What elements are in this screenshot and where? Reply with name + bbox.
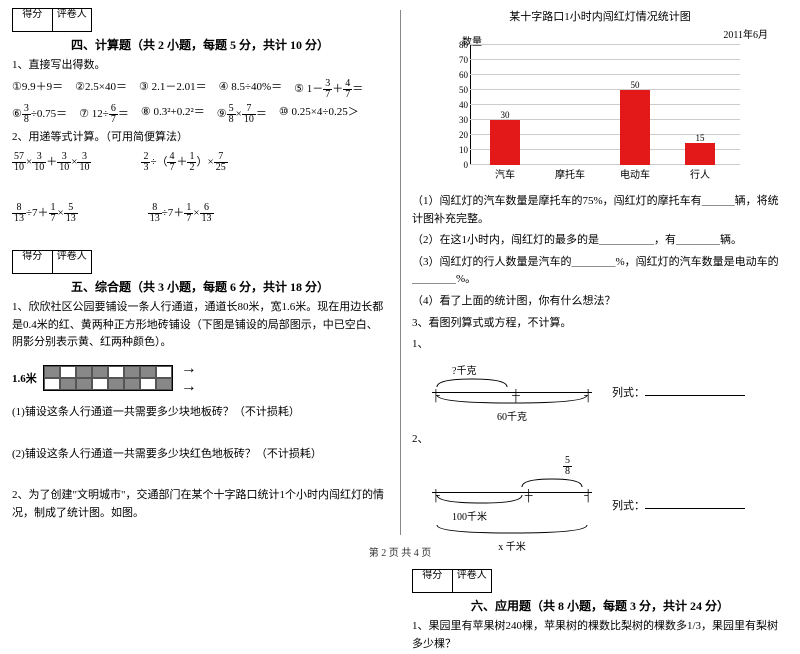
y-axis: [470, 45, 471, 165]
chart-q1: （1）闯红灯的汽车数量是摩托车的75%，闯红灯的摩托车有＿＿＿辆，将统计图补充完…: [412, 193, 788, 228]
section4-title: 四、计算题（共 2 小题，每题 5 分，共计 10 分）: [12, 36, 388, 53]
q3-2: 2、: [412, 431, 788, 449]
score-box: 得分 评卷人: [12, 8, 92, 32]
section6-title: 六、应用题（共 8 小题，每题 3 分，共计 24 分）: [412, 597, 788, 614]
expr4: 813÷7＋17×613: [148, 203, 214, 224]
d2-mid: 100千米: [452, 508, 592, 523]
section5-title: 五、综合题（共 3 小题，每题 6 分，共计 18 分）: [12, 278, 388, 295]
q3-1: 1、: [412, 336, 788, 354]
arrow-icon: →: [181, 360, 197, 378]
expr1: 5710×310＋310×310: [12, 152, 91, 173]
chart-q4: （4）看了上面的统计图，你有什么想法？: [412, 293, 788, 311]
i5: ⑤ 1－37＋47＝: [294, 79, 363, 100]
bar-chart: 数量 0102030405060708030汽车摩托车50电动车15行人: [450, 45, 750, 185]
calc-row2: ⑥38÷0.75＝ ⑦ 12÷67＝ ⑧ 0.3²+0.2²＝ ⑨58×710＝…: [12, 104, 388, 125]
q6-1: 1、果园里有苹果树240棵，苹果树的棵数比梨树的棵数多1/3，果园里有梨树多少棵…: [412, 618, 788, 653]
answer-blank[interactable]: [645, 497, 745, 509]
width-label: 1.6米: [12, 370, 37, 386]
d1-bot: 60千克: [432, 408, 592, 423]
left-column: 得分 评卷人 四、计算题（共 2 小题，每题 5 分，共计 10 分） 1、直接…: [0, 0, 400, 545]
q5-1: 1、欣欣社区公园要铺设一条人行通道，通道长80米，宽1.6米。现在用边长都是0.…: [12, 299, 388, 352]
page-footer: 第 2 页 共 4 页: [0, 544, 800, 559]
i8: ⑧ 0.3²+0.2²＝: [141, 104, 205, 125]
q4-1: 1、直接写出得数。: [12, 57, 388, 75]
chart-q2: （2）在这1小时内，闯红灯的最多的是＿＿＿＿＿，有＿＿＿＿辆。: [412, 232, 788, 250]
i7: ⑦ 12÷67＝: [79, 104, 129, 125]
grader-col: 评卷人: [53, 9, 92, 31]
q5-1-2: (2)铺设这条人行通道一共需要多少块红色地板砖？（不计损耗）: [12, 446, 388, 464]
expr-row2: 813÷7＋17×513 813÷7＋17×613: [12, 203, 388, 224]
i2: ②2.5×40＝: [75, 79, 127, 100]
tiles-diagram: 1.6米 → →: [12, 360, 388, 396]
q3-title: 3、看图列算式或方程，不计算。: [412, 315, 788, 333]
diagram2: 58 ├┼┤ 100千米 x 千米 列式：: [432, 456, 788, 553]
q5-1-1: (1)铺设这条人行通道一共需要多少块地板砖？（不计损耗）: [12, 404, 388, 422]
answer-blank[interactable]: [645, 384, 745, 396]
calc-row1: ①9.9＋9＝ ②2.5×40＝ ③ 2.1－2.01＝ ④ 8.5÷40%＝ …: [12, 79, 388, 100]
score-box-6: 得分 评卷人: [412, 569, 492, 593]
i10: ⑩ 0.25×4÷0.25＞: [279, 104, 359, 125]
diagram1: ?千克 ├┼┤ 60千克 列式：: [432, 362, 788, 423]
q4-2: 2、用递等式计算。（可用简便算法）: [12, 129, 388, 147]
expr-row1: 5710×310＋310×310 23÷（47＋12）×725: [12, 152, 388, 173]
i3: ③ 2.1－2.01＝: [139, 79, 207, 100]
arrows: → →: [173, 360, 197, 396]
q5-2: 2、为了创建"文明城市"，交通部门在某个十字路口统计1个小时内闯红灯的情况，制成…: [12, 487, 388, 522]
expr2: 23÷（47＋12）×725: [141, 152, 227, 173]
i9: ⑨58×710＝: [217, 104, 267, 125]
score-col: 得分: [13, 9, 53, 31]
i4: ④ 8.5÷40%＝: [219, 79, 283, 100]
expr3: 813÷7＋17×513: [12, 203, 78, 224]
tiles-grid: [43, 365, 173, 391]
chart-q3: （3）闯红灯的行人数量是汽车的＿＿＿＿%，闯红灯的汽车数量是电动车的＿＿＿＿%。: [412, 254, 788, 289]
right-column: 某十字路口1小时内闯红灯情况统计图 2011年6月 数量 01020304050…: [400, 0, 800, 545]
chart-title: 某十字路口1小时内闯红灯情况统计图: [412, 8, 788, 24]
i1: ①9.9＋9＝: [12, 79, 63, 100]
d1-top: ?千克: [452, 362, 592, 377]
score-box-5: 得分 评卷人: [12, 250, 92, 274]
arrow-icon: →: [181, 378, 197, 396]
i6: ⑥38÷0.75＝: [12, 104, 67, 125]
